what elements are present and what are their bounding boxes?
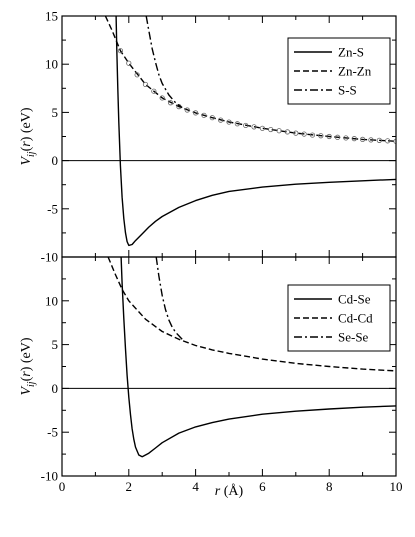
top-series-marker xyxy=(334,134,341,140)
bottom-legend-label-0: Cd-Se xyxy=(338,292,371,307)
top-y-axis-label: Vij(r) (eV) xyxy=(19,107,37,165)
x-tick-label: 0 xyxy=(59,479,66,494)
y-label-symbol: V xyxy=(19,386,34,396)
top-series-marker xyxy=(351,136,357,142)
bottom-y-axis-label: Vij(r) (eV) xyxy=(19,337,37,395)
y-tick-label: 5 xyxy=(52,337,59,352)
top-series-marker xyxy=(385,138,391,144)
x-label-symbol: r xyxy=(215,484,221,499)
x-tick-label: 2 xyxy=(126,479,133,494)
top-series-marker xyxy=(218,117,224,123)
x-axis-label: r (Å) xyxy=(215,483,244,499)
top-series-marker xyxy=(167,100,174,106)
y-tick-label: -10 xyxy=(41,469,58,484)
top-series-marker xyxy=(117,48,124,54)
top-series-marker xyxy=(301,131,307,137)
top-series-line-2 xyxy=(145,16,183,109)
y-tick-label: -5 xyxy=(47,201,58,216)
top-series-marker xyxy=(159,95,165,101)
top-series-marker xyxy=(326,133,332,140)
top-series-marker xyxy=(343,135,349,141)
top-series-marker xyxy=(184,107,190,113)
x-tick-label: 6 xyxy=(259,479,266,494)
top-series-marker xyxy=(376,137,382,143)
top-series-marker xyxy=(284,129,291,135)
y-label-open-paren: ( xyxy=(19,376,34,381)
top-series-line-0 xyxy=(115,16,396,247)
top-series-marker xyxy=(368,137,374,143)
y-label-r: r xyxy=(19,371,34,377)
bottom-curves xyxy=(107,257,396,458)
top-curves xyxy=(104,16,396,247)
y-label-symbol: V xyxy=(19,156,34,166)
bottom-legend-label-1: Cd-Cd xyxy=(338,311,373,326)
y-tick-label: -10 xyxy=(41,250,58,265)
top-series-marker xyxy=(359,136,366,142)
x-tick-label: 10 xyxy=(390,479,403,494)
y-tick-label: -5 xyxy=(47,425,58,440)
y-tick-label: 10 xyxy=(45,57,58,72)
bottom-legend-label-2: Se-Se xyxy=(338,330,369,345)
top-series-marker xyxy=(134,72,140,78)
bottom-series-line-1 xyxy=(107,257,396,372)
y-label-open-paren: ( xyxy=(19,146,34,151)
x-tick-label: 4 xyxy=(192,479,199,494)
top-series-marker xyxy=(268,126,274,133)
top-series-marker xyxy=(293,130,299,136)
y-label-subscript: ij xyxy=(26,381,37,387)
top-series-marker xyxy=(151,88,157,94)
bottom-series-line-0 xyxy=(120,257,396,458)
x-label-units: (Å) xyxy=(220,483,243,499)
y-tick-label: 15 xyxy=(45,9,58,24)
top-series-marker xyxy=(276,128,282,134)
top-series-line-1 xyxy=(104,16,396,142)
top-legend-label-1: Zn-Zn xyxy=(338,64,372,79)
top-series-marker xyxy=(234,121,240,127)
top-series-marker xyxy=(226,119,232,125)
top-panel: -10 -5 0 5 10 15 Vij(r) (eV) Zn-S Zn-Zn S-S xyxy=(19,9,397,265)
top-series-marker xyxy=(193,110,199,116)
y-tick-label: 0 xyxy=(52,381,59,396)
y-label-rest: (r) (eV) xyxy=(19,337,34,381)
top-legend-label-0: Zn-S xyxy=(338,45,364,60)
bottom-series-line-2 xyxy=(155,257,183,340)
top-series-marker xyxy=(142,81,149,88)
top-series-marker xyxy=(259,125,265,131)
y-tick-label: 10 xyxy=(45,293,58,308)
y-tick-label: 0 xyxy=(52,153,59,168)
x-tick-label: 8 xyxy=(326,479,333,494)
y-label-units: ) (eV) xyxy=(19,107,34,141)
top-series-marker xyxy=(243,122,249,129)
top-series-marker xyxy=(209,115,215,121)
y-label-units: ) (eV) xyxy=(19,337,34,371)
top-series-marker xyxy=(201,112,207,118)
y-label-rest: (r) (eV) xyxy=(19,107,34,151)
top-series-marker xyxy=(309,132,316,138)
y-label-subscript: ij xyxy=(26,151,37,157)
y-label-r: r xyxy=(19,141,34,147)
top-series-marker xyxy=(126,60,132,66)
top-series-marker xyxy=(251,124,257,130)
top-legend-label-2: S-S xyxy=(338,83,357,98)
top-series-marker xyxy=(318,133,324,139)
y-tick-label: 5 xyxy=(52,105,59,120)
